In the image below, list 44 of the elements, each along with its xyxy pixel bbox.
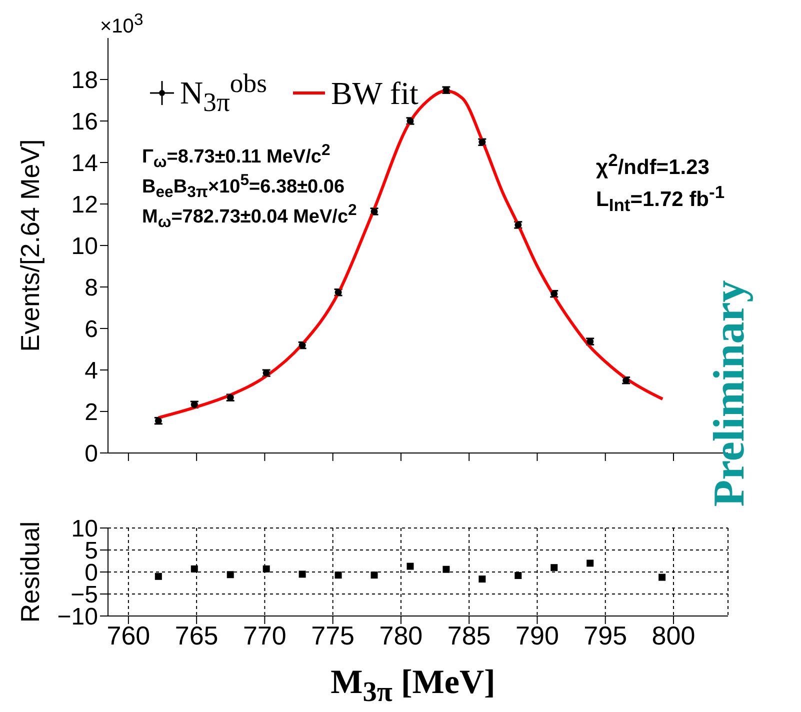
y-tick-label: 4 — [84, 357, 98, 384]
y-tick-label: 8 — [84, 274, 98, 302]
annotation: Γ$_{ω}$=8.73±0.11 MeV/c$^{2}$ — [142, 142, 330, 172]
x-tick-label: 800 — [652, 620, 696, 650]
x-tick-label: 790 — [516, 620, 559, 650]
annotation: B$_{ee}$B$_{3π}$×10$^{5}$=6.38±0.06 — [142, 172, 345, 202]
point — [658, 574, 666, 581]
y-tick-label: 6 — [84, 316, 98, 343]
point — [370, 572, 378, 579]
text: ×10$^{3}$ — [100, 10, 144, 39]
point — [226, 571, 234, 578]
annotation: Preliminary — [704, 280, 755, 507]
y-tick-label: 18 — [71, 67, 98, 94]
point — [586, 560, 594, 567]
y-tick-label: 12 — [71, 192, 98, 218]
point — [550, 564, 558, 572]
x-tick-label: 775 — [311, 620, 355, 650]
x-axis-title: M$_{3π}$ [MeV] — [330, 664, 496, 709]
x-tick-label: 780 — [379, 620, 423, 650]
y-tick-label: 2 — [84, 398, 98, 426]
y-tick-label: 10 — [71, 232, 98, 260]
x-tick-label: 760 — [106, 620, 150, 650]
point — [406, 562, 414, 570]
annotation: χ$^{2}$/ndf=1.23 — [596, 150, 710, 180]
annotation: M$_{ω}$=782.73±0.04 MeV/c$^{2}$ — [142, 202, 357, 232]
point — [478, 576, 486, 583]
y-tick-label: 0 — [84, 440, 98, 468]
point — [190, 565, 198, 572]
x-tick-label: 785 — [447, 620, 491, 650]
x-tick-label: 795 — [584, 620, 628, 650]
point — [154, 572, 162, 580]
point — [298, 570, 306, 578]
y-tick-label: 14 — [71, 150, 98, 178]
legend-label: BW fit — [330, 74, 418, 112]
point — [442, 566, 450, 573]
y-axis-title: Events/[2.64 MeV] — [15, 139, 46, 352]
x-tick-label: 770 — [243, 620, 286, 650]
point — [514, 572, 522, 580]
y-axis-title: Residual — [15, 521, 46, 623]
point — [334, 572, 342, 579]
x-tick-label: 765 — [174, 620, 218, 650]
point — [262, 565, 270, 572]
y-tick-label: 16 — [71, 108, 98, 136]
annotation: L$_{Int}$=1.72 fb$^{-1}$ — [596, 182, 725, 216]
